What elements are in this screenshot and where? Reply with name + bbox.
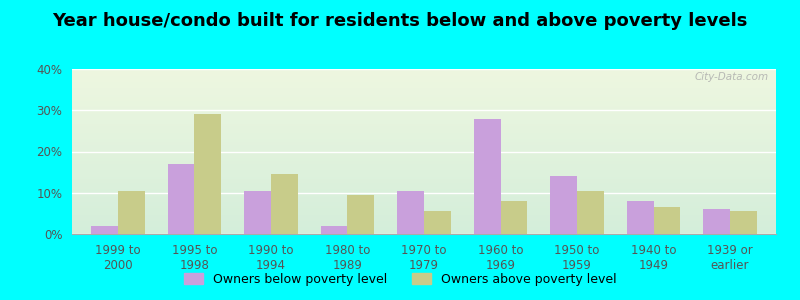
Bar (244, 191, 271, 234)
Bar (118, 191, 145, 234)
Bar (347, 195, 374, 234)
Text: Year house/condo built for residents below and above poverty levels: Year house/condo built for residents bel… (52, 12, 748, 30)
Bar (398, 191, 424, 234)
Bar (703, 209, 730, 234)
Bar (474, 118, 501, 234)
Bar (501, 201, 527, 234)
Bar (654, 207, 680, 234)
Bar (321, 226, 347, 234)
Text: City-Data.com: City-Data.com (695, 72, 769, 82)
Bar (424, 211, 450, 234)
Bar (91, 226, 118, 234)
Bar (730, 211, 757, 234)
Bar (550, 176, 577, 234)
Bar (271, 174, 298, 234)
Legend: Owners below poverty level, Owners above poverty level: Owners below poverty level, Owners above… (179, 268, 621, 291)
Bar (194, 114, 222, 234)
Bar (626, 201, 654, 234)
Bar (168, 164, 194, 234)
Bar (577, 191, 604, 234)
